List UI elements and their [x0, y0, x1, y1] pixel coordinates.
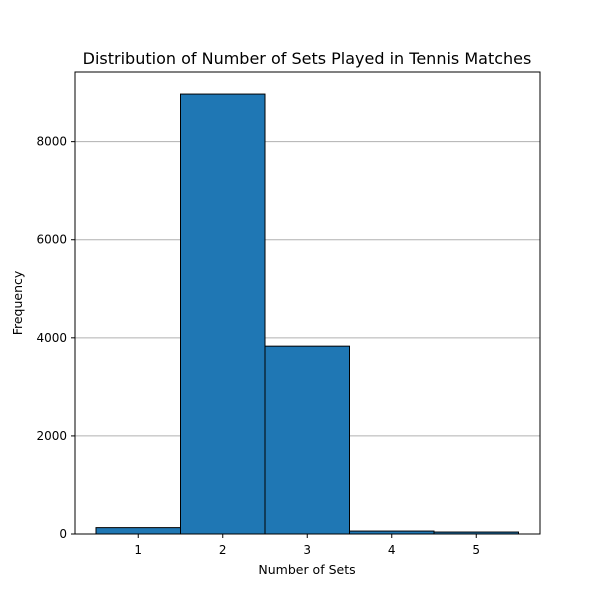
bar-1 [95, 527, 181, 535]
x-tick-label: 2 [219, 543, 227, 557]
y-tick-label: 4000 [36, 331, 67, 345]
bar-3 [264, 345, 350, 535]
y-axis-ticks: 0 2000 4000 6000 8000 [36, 135, 75, 541]
x-tick-label: 5 [472, 543, 480, 557]
x-axis-label: Number of Sets [258, 562, 355, 577]
y-tick-label: 0 [59, 527, 67, 541]
x-tick-label: 4 [388, 543, 396, 557]
y-tick-label: 6000 [36, 233, 67, 247]
y-tick-label: 8000 [36, 135, 67, 149]
chart-title: Distribution of Number of Sets Played in… [83, 49, 532, 68]
y-axis-label: Frequency [10, 270, 25, 335]
y-tick-label: 2000 [36, 429, 67, 443]
x-axis-ticks: 1 2 3 4 5 [134, 534, 480, 557]
x-tick-label: 1 [134, 543, 142, 557]
x-tick-label: 3 [303, 543, 311, 557]
bar-2 [180, 93, 266, 535]
